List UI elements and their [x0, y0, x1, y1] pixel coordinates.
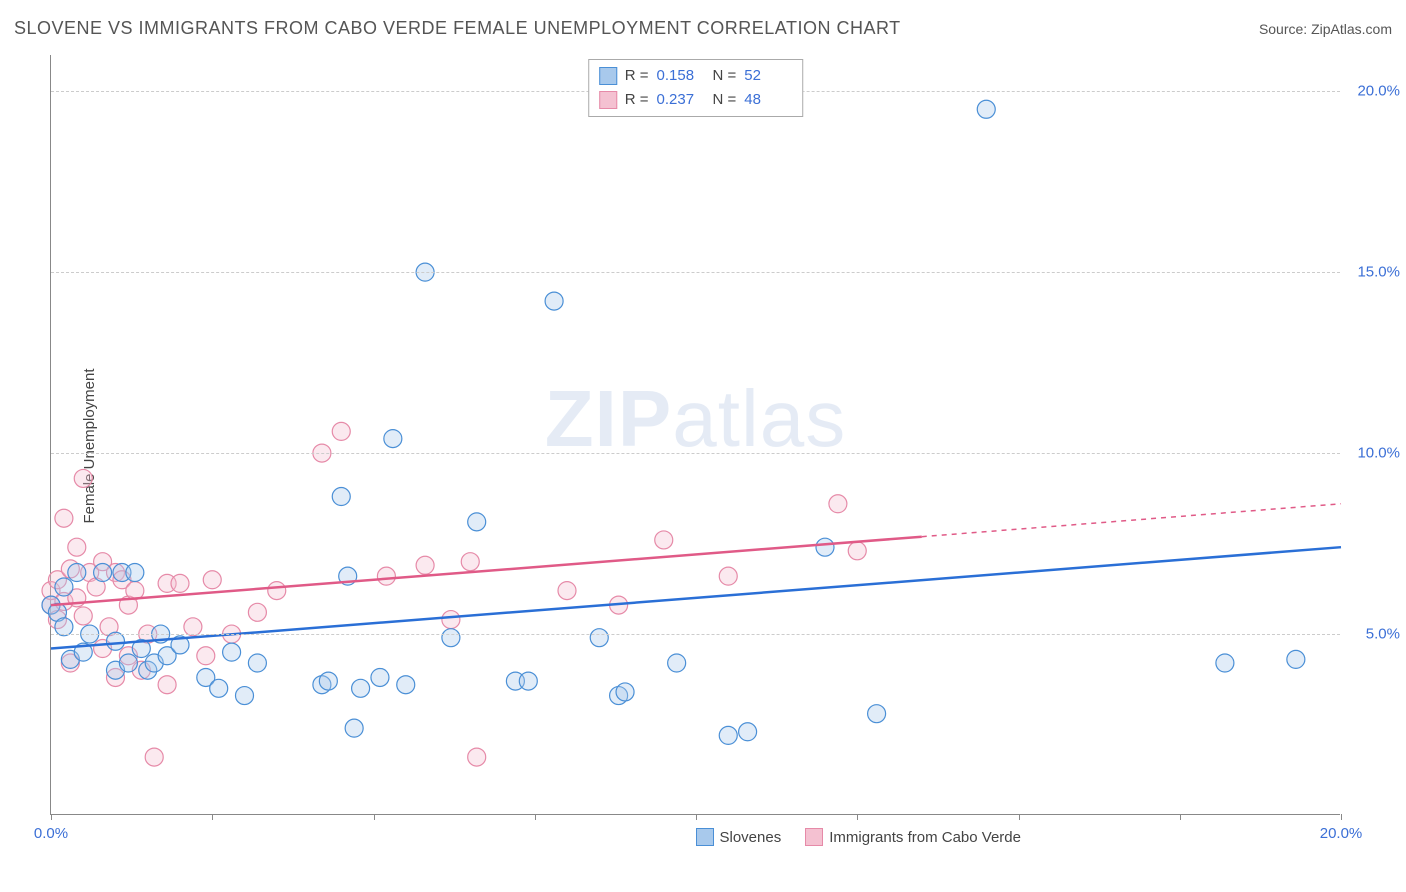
scatter-point [668, 654, 686, 672]
x-tick [1341, 814, 1342, 820]
scatter-point [55, 578, 73, 596]
scatter-point [816, 538, 834, 556]
x-tick [1180, 814, 1181, 820]
r-value-cabo-verde: 0.237 [657, 88, 705, 112]
swatch-slovenes [599, 67, 617, 85]
scatter-point [719, 726, 737, 744]
legend-swatch-cabo-verde [805, 828, 823, 846]
scatter-point [461, 553, 479, 571]
scatter-point [345, 719, 363, 737]
scatter-point [332, 422, 350, 440]
stats-row-slovenes: R = 0.158 N = 52 [599, 64, 793, 88]
gridline [51, 453, 1340, 454]
legend-item-cabo-verde: Immigrants from Cabo Verde [805, 828, 1021, 846]
legend-item-slovenes: Slovenes [696, 828, 782, 846]
trend-line [51, 537, 922, 605]
scatter-point [126, 564, 144, 582]
scatter-point [236, 687, 254, 705]
scatter-point [74, 469, 92, 487]
y-tick-label: 10.0% [1357, 445, 1400, 462]
n-value-slovenes: 52 [744, 64, 792, 88]
scatter-point [384, 430, 402, 448]
scatter-point [248, 603, 266, 621]
scatter-point [1216, 654, 1234, 672]
y-tick-label: 20.0% [1357, 83, 1400, 100]
n-label: N = [713, 88, 737, 112]
gridline [51, 272, 1340, 273]
scatter-point [590, 629, 608, 647]
scatter-point [545, 292, 563, 310]
scatter-point [442, 611, 460, 629]
scatter-point [519, 672, 537, 690]
scatter-point [171, 574, 189, 592]
header: SLOVENE VS IMMIGRANTS FROM CABO VERDE FE… [14, 18, 1392, 39]
scatter-point [977, 100, 995, 118]
gridline [51, 634, 1340, 635]
legend-swatch-slovenes [696, 828, 714, 846]
scatter-point [352, 679, 370, 697]
scatter-plot-svg [51, 55, 1340, 814]
scatter-point [248, 654, 266, 672]
n-value-cabo-verde: 48 [744, 88, 792, 112]
scatter-point [655, 531, 673, 549]
scatter-point [739, 723, 757, 741]
scatter-point [203, 571, 221, 589]
r-value-slovenes: 0.158 [657, 64, 705, 88]
scatter-point [210, 679, 228, 697]
scatter-point [319, 672, 337, 690]
legend-label-slovenes: Slovenes [720, 829, 782, 846]
scatter-point [94, 564, 112, 582]
y-tick-label: 15.0% [1357, 264, 1400, 281]
scatter-point [848, 542, 866, 560]
x-tick [51, 814, 52, 820]
x-tick [1019, 814, 1020, 820]
scatter-point [829, 495, 847, 513]
source-label: Source: [1259, 21, 1311, 37]
source-attribution: Source: ZipAtlas.com [1259, 21, 1392, 37]
scatter-point [397, 676, 415, 694]
scatter-point [868, 705, 886, 723]
x-tick [857, 814, 858, 820]
scatter-point [223, 643, 241, 661]
correlation-stats-box: R = 0.158 N = 52 R = 0.237 N = 48 [588, 59, 804, 117]
scatter-point [468, 748, 486, 766]
scatter-point [268, 582, 286, 600]
scatter-point [377, 567, 395, 585]
x-tick [374, 814, 375, 820]
scatter-point [1287, 650, 1305, 668]
scatter-point [371, 668, 389, 686]
r-label: R = [625, 64, 649, 88]
scatter-point [68, 564, 86, 582]
x-tick-label: 0.0% [34, 825, 68, 842]
x-tick-label: 20.0% [1320, 825, 1363, 842]
x-tick [212, 814, 213, 820]
scatter-point [719, 567, 737, 585]
scatter-point [468, 513, 486, 531]
r-label: R = [625, 88, 649, 112]
stats-row-cabo-verde: R = 0.237 N = 48 [599, 88, 793, 112]
y-tick-label: 5.0% [1366, 626, 1400, 643]
scatter-point [55, 509, 73, 527]
chart-plot-area: ZIPatlas R = 0.158 N = 52 R = 0.237 N = … [50, 55, 1340, 815]
bottom-legend: Slovenes Immigrants from Cabo Verde [696, 828, 1021, 846]
scatter-point [558, 582, 576, 600]
scatter-point [616, 683, 634, 701]
scatter-point [197, 647, 215, 665]
n-label: N = [713, 64, 737, 88]
scatter-point [332, 488, 350, 506]
trend-line-dashed [922, 504, 1341, 537]
swatch-cabo-verde [599, 91, 617, 109]
scatter-point [119, 654, 137, 672]
chart-title: SLOVENE VS IMMIGRANTS FROM CABO VERDE FE… [14, 18, 901, 39]
scatter-point [68, 538, 86, 556]
scatter-point [158, 676, 176, 694]
x-tick [535, 814, 536, 820]
scatter-point [145, 748, 163, 766]
scatter-point [416, 556, 434, 574]
x-tick [696, 814, 697, 820]
scatter-point [74, 607, 92, 625]
source-name: ZipAtlas.com [1311, 21, 1392, 37]
scatter-point [442, 629, 460, 647]
legend-label-cabo-verde: Immigrants from Cabo Verde [829, 829, 1021, 846]
